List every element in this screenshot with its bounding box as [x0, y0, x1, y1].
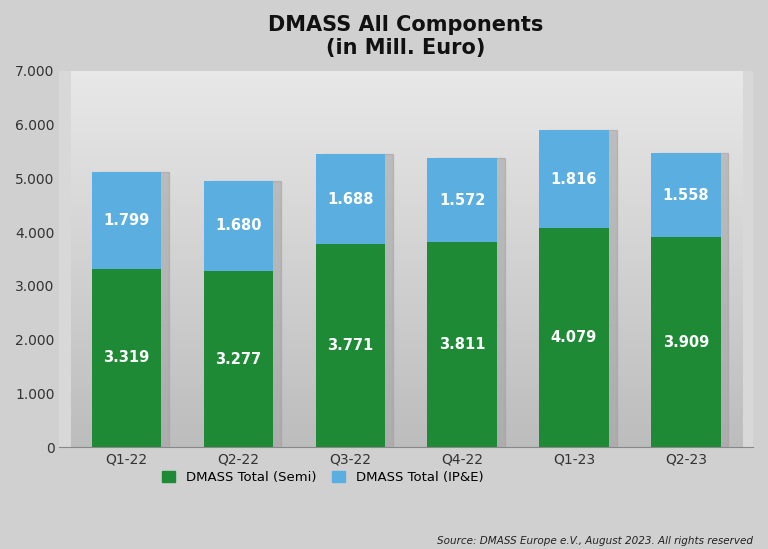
Text: 1.558: 1.558 — [663, 188, 709, 203]
Bar — [316, 244, 385, 447]
Bar — [316, 154, 385, 244]
Text: 1.680: 1.680 — [215, 219, 262, 233]
Bar — [539, 228, 609, 447]
Text: 3.811: 3.811 — [439, 337, 485, 352]
Bar — [539, 130, 609, 228]
Bar — [211, 181, 281, 453]
Bar — [92, 269, 161, 447]
Legend: DMASS Total (Semi), DMASS Total (IP&E): DMASS Total (Semi), DMASS Total (IP&E) — [157, 466, 489, 490]
Text: 1.799: 1.799 — [104, 213, 150, 228]
Text: 3.277: 3.277 — [215, 351, 261, 367]
Bar — [651, 153, 720, 237]
Title: DMASS All Components
(in Mill. Euro): DMASS All Components (in Mill. Euro) — [269, 15, 544, 58]
Bar — [435, 158, 505, 453]
Text: 1.572: 1.572 — [439, 193, 485, 208]
Bar — [204, 271, 273, 447]
Bar — [428, 242, 497, 447]
Bar — [651, 237, 720, 447]
Text: 1.816: 1.816 — [551, 172, 598, 187]
Text: 3.909: 3.909 — [663, 335, 709, 350]
Bar — [428, 158, 497, 242]
Text: 4.079: 4.079 — [551, 330, 598, 345]
Text: 3.771: 3.771 — [327, 338, 373, 354]
Bar — [92, 172, 161, 269]
Bar — [547, 130, 617, 453]
Bar — [100, 172, 169, 453]
Text: 3.319: 3.319 — [104, 350, 150, 366]
Bar — [323, 154, 392, 453]
Text: Source: DMASS Europe e.V., August 2023. All rights reserved: Source: DMASS Europe e.V., August 2023. … — [437, 536, 753, 546]
Bar — [659, 153, 728, 453]
Bar — [204, 181, 273, 271]
Text: 1.688: 1.688 — [327, 192, 373, 206]
